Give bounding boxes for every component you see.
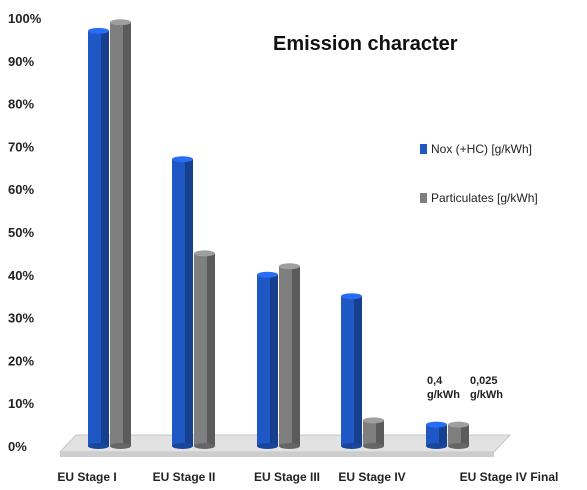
bar-nox-eu-stage-iv-final (426, 422, 447, 449)
annotations: 0,4 g/kWh 0,025 g/kWh (427, 375, 503, 401)
data-annotation: 0,4 g/kWh (427, 375, 460, 401)
bar-shade (439, 425, 447, 446)
bar-shade (270, 275, 278, 446)
bar-shade (376, 420, 384, 446)
bar-base (110, 443, 131, 449)
bar-shade (207, 253, 215, 446)
floor-edge (60, 452, 494, 457)
x-axis: EU Stage I EU Stage II EU Stage III EU Stag… (57, 470, 558, 484)
bar-particulates-eu-stage-iv-final (448, 422, 469, 449)
x-tick-label: EU Stage IV Final (460, 470, 559, 484)
legend-label: Particulates [g/kWh] (431, 191, 538, 205)
y-tick-label: 90% (8, 54, 34, 69)
bar-particulates-eu-stage-i (110, 19, 131, 449)
bar-base (363, 443, 384, 449)
bar-top (172, 156, 193, 162)
bar-base (194, 443, 215, 449)
bar-top (257, 272, 278, 278)
y-tick-label: 20% (8, 353, 34, 368)
x-tick-label: EU Stage II (153, 470, 216, 484)
y-tick-label: 70% (8, 139, 34, 154)
bar-base (257, 443, 278, 449)
bar-shade (461, 425, 469, 446)
data-annotation: 0,025 g/kWh (470, 375, 503, 401)
y-tick-label: 40% (8, 268, 34, 283)
bar-top (110, 19, 131, 25)
bar-base (426, 443, 447, 449)
legend-swatch (420, 193, 427, 203)
bar-nox-eu-stage-iv (341, 293, 362, 449)
bar-top (448, 422, 469, 428)
bar-shade (123, 22, 131, 446)
bar-top (426, 422, 447, 428)
y-tick-label: 60% (8, 182, 34, 197)
bar-shade (185, 159, 193, 446)
bar-top (363, 417, 384, 423)
bar-particulates-eu-stage-iv (363, 417, 384, 449)
legend-swatch (420, 144, 427, 154)
bar-top (279, 263, 300, 269)
bar-nox-eu-stage-i (88, 28, 109, 449)
x-tick-label: EU Stage I (57, 470, 116, 484)
legend: Nox (+HC) [g/kWh] Particulates [g/kWh] (420, 142, 538, 205)
bar-base (448, 443, 469, 449)
y-tick-label: 80% (8, 97, 34, 112)
y-tick-label: 100% (8, 11, 42, 26)
bar-top (341, 293, 362, 299)
bar-top (194, 250, 215, 256)
bar-base (279, 443, 300, 449)
bar-shade (354, 296, 362, 446)
bar-base (88, 443, 109, 449)
bar-shade (101, 31, 109, 446)
chart-title: Emission character (273, 33, 458, 55)
y-tick-label: 0% (8, 439, 27, 454)
y-axis: 0% 10% 20% 30% 40% 50% 60% 70% 80% 90% 100% (8, 11, 42, 454)
bar-base (172, 443, 193, 449)
bar-particulates-eu-stage-iii (279, 263, 300, 449)
bar-nox-eu-stage-ii (172, 156, 193, 449)
bars (88, 19, 469, 449)
y-tick-label: 10% (8, 396, 34, 411)
y-tick-label: 30% (8, 311, 34, 326)
bar-nox-eu-stage-iii (257, 272, 278, 449)
y-tick-label: 50% (8, 225, 34, 240)
x-tick-label: EU Stage III (254, 470, 320, 484)
x-tick-label: EU Stage IV (338, 470, 405, 484)
bar-top (88, 28, 109, 34)
bar-shade (292, 266, 300, 446)
bar-particulates-eu-stage-ii (194, 250, 215, 449)
bar-base (341, 443, 362, 449)
legend-label: Nox (+HC) [g/kWh] (431, 142, 532, 156)
